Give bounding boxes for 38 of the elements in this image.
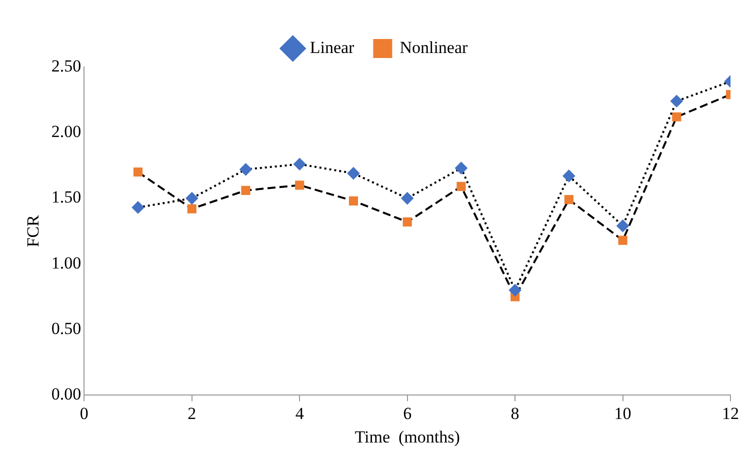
y-axis-title: FCR: [24, 214, 43, 248]
point: [132, 201, 144, 214]
point: [241, 186, 250, 195]
x-tick-label: 4: [295, 404, 304, 423]
x-tick-label: 2: [188, 404, 196, 423]
point: [616, 220, 629, 232]
point: [347, 167, 360, 180]
y-tick-label: 2.50: [51, 56, 82, 76]
point: [509, 284, 522, 296]
point: [401, 192, 414, 204]
y-tick-label: 0.50: [51, 319, 82, 338]
point: [456, 182, 466, 191]
point: [672, 112, 682, 122]
legend-label: Linear: [310, 38, 355, 57]
y-tick-label: 0.00: [51, 384, 82, 404]
x-tick-label: 8: [510, 404, 520, 423]
x-tick-label: 6: [403, 404, 412, 423]
point: [186, 192, 198, 204]
x-tick-label: 0: [80, 404, 88, 423]
x-tick-label: 10: [614, 404, 632, 423]
point: [240, 163, 252, 176]
point: [133, 167, 143, 177]
point: [562, 170, 575, 182]
y-tick-label: 1.50: [51, 188, 82, 207]
point: [618, 236, 628, 245]
x-tick-label: 12: [722, 404, 739, 423]
x-axis-title: Time (months): [354, 427, 460, 446]
point: [294, 158, 306, 170]
point: [402, 217, 412, 226]
point: [295, 180, 304, 190]
point: [670, 95, 683, 108]
y-tick-label: 2.00: [51, 122, 82, 142]
legend-label: Nonlinear: [400, 38, 468, 57]
point: [455, 162, 468, 174]
point: [187, 204, 196, 214]
point: [348, 196, 358, 206]
y-tick-label: 1.00: [51, 253, 82, 272]
point: [564, 195, 574, 204]
